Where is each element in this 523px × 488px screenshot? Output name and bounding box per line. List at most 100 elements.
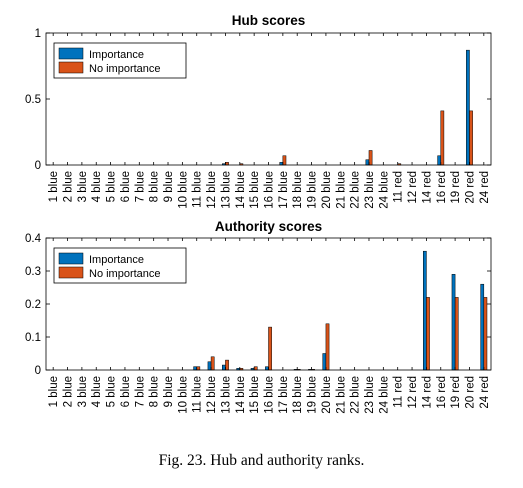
x-tick-label: 24 red [479, 171, 491, 204]
bar-no-importance [210, 356, 215, 371]
chart-title: Authority scores [215, 219, 322, 234]
x-tick-label: 13 blue [220, 171, 232, 209]
x-tick-label: 16 red [436, 376, 448, 409]
y-tick-label: 0.2 [25, 299, 41, 311]
x-tick-label: 7 blue [134, 376, 146, 407]
x-tick-label: 7 blue [134, 171, 146, 202]
x-tick-label: 14 blue [235, 171, 247, 209]
bar-importance [265, 366, 269, 371]
x-tick-label: 22 blue [350, 171, 362, 209]
x-tick-label: 24 blue [378, 171, 390, 209]
x-tick-label: 16 blue [264, 171, 276, 209]
x-tick-label: 20 blue [321, 376, 333, 414]
bar-no-importance [225, 359, 229, 371]
x-tick-label: 17 blue [278, 171, 290, 209]
legend-label: No importance [89, 63, 161, 75]
x-tick-label: 14 red [421, 376, 433, 409]
y-tick-label: 0 [35, 160, 41, 172]
bar-importance [322, 353, 327, 371]
x-tick-label: 21 blue [335, 376, 347, 414]
bar-importance [365, 159, 370, 166]
bar-no-importance [268, 326, 272, 371]
x-tick-label: 1 blue [48, 376, 60, 407]
x-tick-label: 20 blue [321, 171, 333, 209]
x-tick-label: 18 blue [292, 171, 304, 209]
bar-importance [466, 49, 470, 166]
x-tick-label: 12 blue [206, 171, 218, 209]
x-tick-label: 9 blue [163, 171, 175, 202]
chart-title: Hub scores [232, 13, 306, 28]
x-tick-label: 12 blue [206, 376, 218, 414]
x-tick-label: 11 red [393, 376, 405, 408]
x-tick-label: 23 blue [364, 376, 376, 414]
bar-importance [222, 364, 226, 371]
x-tick-label: 24 red [479, 376, 491, 409]
bar-no-importance [368, 150, 373, 166]
bar-importance [423, 250, 427, 371]
x-tick-label: 23 blue [364, 171, 376, 209]
bar-no-importance [454, 297, 459, 371]
x-tick-label: 4 blue [91, 171, 103, 202]
x-tick-label: 18 blue [292, 376, 304, 414]
x-tick-label: 6 blue [120, 376, 132, 407]
bar-importance [437, 155, 442, 166]
x-tick-label: 22 blue [350, 376, 362, 414]
x-tick-label: 11 blue [192, 376, 204, 413]
legend-swatch [58, 266, 84, 279]
bar-no-importance [440, 110, 445, 166]
bar-importance [451, 274, 456, 371]
bar-no-importance [196, 366, 201, 371]
bar-no-importance [426, 297, 430, 371]
x-tick-label: 13 blue [220, 376, 232, 414]
y-tick-label: 0.1 [25, 332, 41, 344]
x-tick-label: 20 red [464, 376, 476, 409]
x-tick-label: 10 blue [177, 376, 189, 414]
y-tick-label: 1 [35, 28, 41, 40]
x-tick-label: 1 blue [48, 171, 60, 202]
x-tick-label: 20 red [464, 171, 476, 204]
figure-caption: Fig. 23. Hub and authority ranks. [158, 452, 365, 469]
x-tick-label: 19 blue [307, 171, 319, 209]
x-tick-label: 2 blue [63, 171, 75, 202]
legend-swatch [58, 61, 84, 74]
x-tick-label: 6 blue [120, 171, 132, 202]
chart-panel: Authority scores 0 0.1 0.2 0.3 0.4 1 blue 2 blu… [25, 219, 492, 414]
y-tick-label: 0.4 [25, 233, 42, 245]
x-tick-label: 21 blue [335, 171, 347, 209]
x-tick-label: 8 blue [149, 171, 161, 202]
bar-no-importance [483, 297, 488, 371]
legend-label: No importance [89, 268, 161, 280]
y-tick-label: 0.3 [25, 266, 41, 278]
x-tick-label: 11 blue [192, 171, 204, 208]
x-tick-label: 19 red [450, 171, 462, 204]
legend-label: Importance [89, 49, 144, 61]
bar-no-importance [469, 110, 473, 166]
legend-swatch [58, 47, 84, 60]
x-tick-label: 3 blue [77, 171, 89, 202]
x-tick-label: 8 blue [149, 376, 161, 407]
x-tick-label: 14 red [421, 171, 433, 204]
x-tick-label: 14 blue [235, 376, 247, 414]
bar-no-importance [325, 323, 330, 371]
bar-no-importance [253, 366, 258, 371]
x-tick-label: 24 blue [378, 376, 390, 414]
x-tick-label: 19 red [450, 376, 462, 409]
bar-no-importance [282, 155, 287, 166]
x-tick-label: 15 blue [249, 376, 261, 414]
x-tick-label: 10 blue [177, 171, 189, 209]
legend-swatch [58, 252, 84, 265]
y-tick-label: 0 [35, 365, 41, 377]
x-tick-label: 17 blue [278, 376, 290, 414]
x-tick-label: 5 blue [106, 171, 118, 202]
x-tick-label: 16 blue [264, 376, 276, 414]
x-tick-label: 15 blue [249, 171, 261, 209]
x-tick-label: 12 red [407, 171, 419, 204]
x-tick-label: 12 red [407, 376, 419, 409]
x-tick-label: 16 red [436, 171, 448, 204]
bar-importance [480, 283, 485, 371]
x-tick-label: 4 blue [91, 376, 103, 407]
x-tick-label: 19 blue [307, 376, 319, 414]
bar-importance [207, 361, 212, 371]
